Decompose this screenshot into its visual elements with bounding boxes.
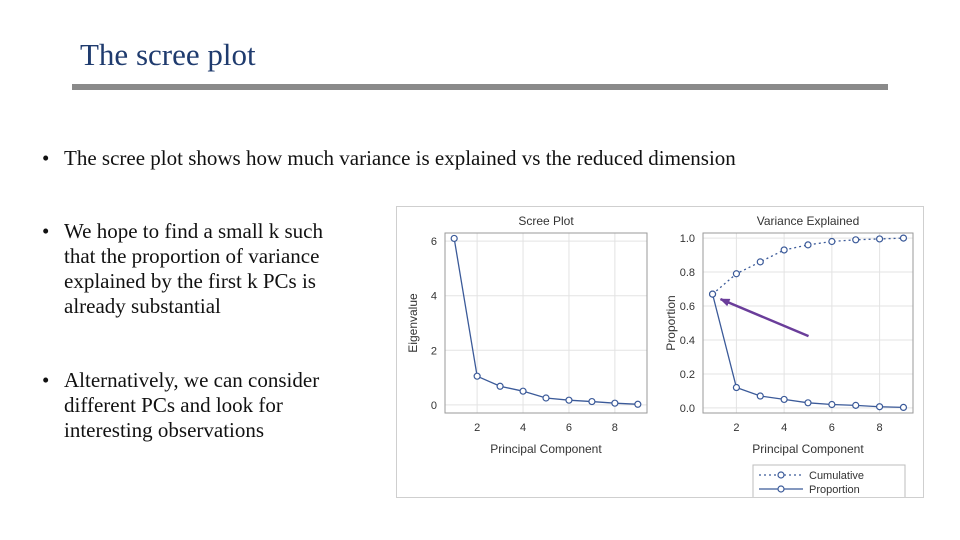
legend-marker: [777, 485, 785, 493]
y-tick-label: 1.0: [680, 233, 695, 245]
y-tick-label: 2: [431, 345, 437, 357]
y-tick-label: 0.4: [680, 335, 695, 347]
series-line-proportion: [711, 293, 904, 409]
data-point: [732, 270, 741, 278]
slide-title: The scree plot: [80, 37, 256, 72]
bullet-item-2: • We hope to find a small k such that th…: [40, 219, 380, 319]
series-line: [453, 238, 638, 405]
bullet-glyph: •: [42, 219, 50, 243]
legend-box: [752, 464, 906, 497]
plot-frame: [444, 232, 648, 414]
x-tick-label: 8: [877, 422, 883, 434]
data-point: [588, 397, 596, 406]
scree-figure: 0 2 4 6 2 4 6 8 Scree Plot Principal Component Eig…: [406, 214, 914, 497]
y-tick-label: 0.6: [680, 301, 695, 313]
y-axis-label: Proportion: [664, 295, 678, 350]
data-point: [756, 258, 764, 266]
y-tick-label: 0: [431, 400, 437, 412]
data-point: [804, 399, 812, 407]
x-tick-label: 2: [733, 422, 739, 434]
chart-title: Scree Plot: [518, 214, 574, 228]
y-tick-label: 0.0: [680, 403, 695, 415]
legend-label: Cumulative: [809, 470, 864, 482]
data-point: [756, 392, 764, 400]
y-axis-label: Eigenvalue: [406, 293, 420, 353]
data-point: [542, 394, 550, 402]
data-point: [732, 383, 741, 392]
y-tick-label: 0.8: [680, 267, 695, 279]
data-point: [828, 237, 836, 246]
figure-panel: 0 2 4 6 2 4 6 8 Scree Plot Principal Component Eig…: [396, 206, 924, 498]
plot-frame: [702, 232, 914, 414]
bullet-glyph: •: [42, 146, 50, 170]
data-point: [473, 372, 481, 380]
bullet-glyph: •: [42, 368, 50, 392]
data-point: [852, 236, 860, 244]
data-point: [496, 382, 504, 390]
x-tick-label: 6: [566, 422, 572, 434]
series-line-cumulative: [712, 237, 904, 295]
x-tick-label: 2: [474, 422, 480, 434]
title-divider: [72, 84, 888, 90]
bullet-text-2: We hope to find a small k such that the …: [64, 219, 324, 318]
chart-title: Variance Explained: [757, 214, 860, 228]
data-point: [899, 403, 908, 411]
x-tick-label: 4: [781, 422, 787, 434]
x-tick-label: 6: [829, 422, 835, 434]
legend-marker: [777, 471, 785, 479]
data-point: [804, 241, 812, 249]
data-point: [875, 403, 884, 411]
bullet-item-1: • The scree plot shows how much variance…: [40, 146, 860, 171]
data-point: [450, 234, 458, 243]
data-point: [708, 290, 717, 298]
annotation-arrow: [719, 297, 810, 338]
data-point: [611, 399, 619, 407]
x-axis-label: Principal Component: [490, 442, 602, 456]
bullet-item-3: • Alternatively, we can consider differe…: [40, 368, 380, 443]
x-tick-label: 8: [612, 422, 618, 434]
legend-label: Proportion: [809, 484, 860, 496]
data-point: [875, 235, 884, 243]
bullet-text-1: The scree plot shows how much variance i…: [64, 146, 736, 170]
data-point: [519, 387, 527, 395]
y-tick-label: 0.2: [680, 369, 695, 381]
data-point: [828, 400, 836, 409]
data-point: [565, 396, 573, 404]
x-axis-label: Principal Component: [752, 442, 864, 456]
data-point: [899, 234, 908, 242]
y-tick-label: 6: [431, 236, 437, 248]
bullet-text-3: Alternatively, we can consider different…: [64, 368, 320, 442]
data-point: [634, 400, 642, 408]
y-tick-label: 4: [431, 291, 437, 303]
x-tick-label: 4: [520, 422, 526, 434]
data-point: [780, 246, 788, 254]
data-point: [852, 401, 860, 409]
data-point: [780, 395, 788, 404]
